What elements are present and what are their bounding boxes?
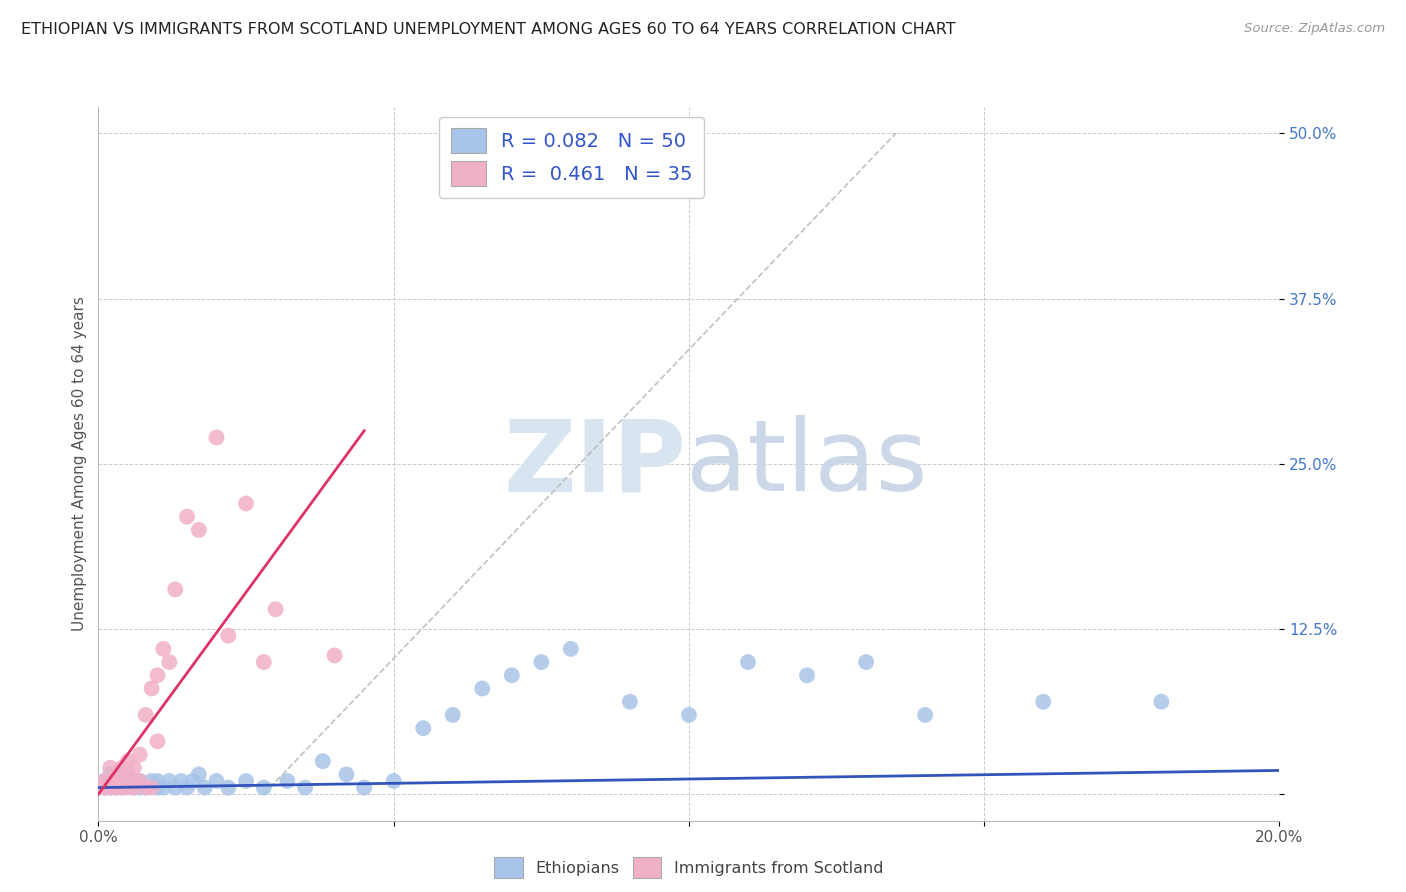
Point <box>441 707 464 722</box>
Point <box>530 655 553 669</box>
Point <box>105 767 128 781</box>
Point <box>105 774 128 789</box>
Point <box>796 668 818 682</box>
Point <box>678 707 700 722</box>
Point <box>382 774 405 789</box>
Point <box>181 774 204 789</box>
Point <box>165 780 187 795</box>
Point <box>737 655 759 669</box>
Point <box>128 774 150 789</box>
Point <box>165 582 187 597</box>
Point <box>117 754 139 768</box>
Point <box>560 641 582 656</box>
Point <box>98 761 121 775</box>
Point <box>176 780 198 795</box>
Point <box>93 774 115 789</box>
Point <box>276 774 298 789</box>
Point <box>194 780 217 795</box>
Point <box>235 774 257 789</box>
Point <box>253 655 276 669</box>
Point <box>128 774 150 789</box>
Text: ZIP: ZIP <box>503 416 686 512</box>
Point <box>152 641 174 656</box>
Point <box>117 780 139 795</box>
Point <box>141 774 163 789</box>
Point <box>187 767 209 781</box>
Legend: Ethiopians, Immigrants from Scotland: Ethiopians, Immigrants from Scotland <box>488 851 890 884</box>
Point <box>619 695 641 709</box>
Point <box>205 774 228 789</box>
Point <box>914 707 936 722</box>
Point <box>353 780 375 795</box>
Point <box>471 681 494 696</box>
Point <box>117 767 139 781</box>
Point <box>111 780 134 795</box>
Point <box>157 655 180 669</box>
Point <box>111 761 134 775</box>
Point <box>146 734 169 748</box>
Point <box>135 780 157 795</box>
Point <box>122 780 145 795</box>
Point <box>93 774 115 789</box>
Point <box>128 780 150 795</box>
Point <box>253 780 276 795</box>
Point <box>217 629 239 643</box>
Point <box>323 648 346 663</box>
Point <box>105 780 128 795</box>
Point <box>122 774 145 789</box>
Point <box>1150 695 1173 709</box>
Point <box>98 780 121 795</box>
Point <box>122 780 145 795</box>
Point <box>335 767 357 781</box>
Point <box>111 767 134 781</box>
Point <box>146 780 169 795</box>
Point <box>170 774 193 789</box>
Point <box>122 774 145 789</box>
Point <box>176 509 198 524</box>
Point <box>98 767 121 781</box>
Point <box>141 681 163 696</box>
Point <box>264 602 287 616</box>
Point <box>93 780 115 795</box>
Point <box>105 780 128 795</box>
Point <box>294 780 316 795</box>
Y-axis label: Unemployment Among Ages 60 to 64 years: Unemployment Among Ages 60 to 64 years <box>72 296 87 632</box>
Point <box>98 780 121 795</box>
Point <box>412 721 434 735</box>
Point <box>93 780 115 795</box>
Point <box>146 774 169 789</box>
Point <box>135 780 157 795</box>
Point <box>141 780 163 795</box>
Point <box>157 774 180 789</box>
Point <box>855 655 877 669</box>
Point <box>135 707 157 722</box>
Point <box>1032 695 1054 709</box>
Point <box>122 761 145 775</box>
Point <box>187 523 209 537</box>
Point <box>205 430 228 444</box>
Point <box>501 668 523 682</box>
Point <box>312 754 335 768</box>
Text: atlas: atlas <box>686 416 928 512</box>
Point <box>117 767 139 781</box>
Point <box>152 780 174 795</box>
Text: ETHIOPIAN VS IMMIGRANTS FROM SCOTLAND UNEMPLOYMENT AMONG AGES 60 TO 64 YEARS COR: ETHIOPIAN VS IMMIGRANTS FROM SCOTLAND UN… <box>21 22 956 37</box>
Point <box>111 780 134 795</box>
Point <box>128 747 150 762</box>
Point <box>111 774 134 789</box>
Point <box>217 780 239 795</box>
Point <box>146 668 169 682</box>
Point <box>117 774 139 789</box>
Text: Source: ZipAtlas.com: Source: ZipAtlas.com <box>1244 22 1385 36</box>
Point <box>235 496 257 510</box>
Point <box>105 774 128 789</box>
